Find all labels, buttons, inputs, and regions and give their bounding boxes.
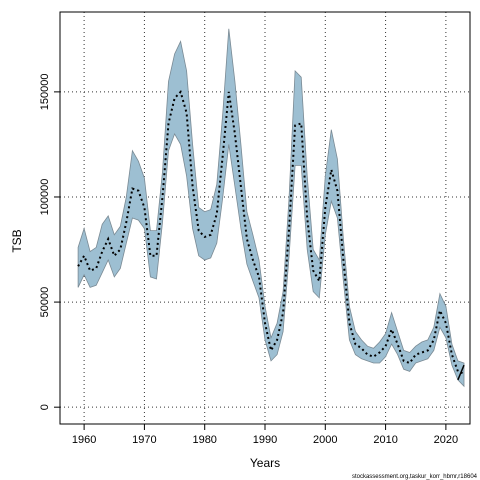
- x-tick-label: 2020: [434, 434, 458, 446]
- x-tick-label: 1980: [192, 434, 216, 446]
- x-tick-label: 2000: [313, 434, 337, 446]
- y-tick-label: 150000: [39, 74, 51, 111]
- x-axis-title: Years: [250, 456, 280, 470]
- source-footnote: stockassessment.org,taskur_korr_hbmr,r18…: [352, 474, 478, 480]
- x-tick-label: 1990: [253, 434, 277, 446]
- y-axis-title: TSB: [10, 229, 24, 252]
- y-tick-label: 100000: [39, 179, 51, 216]
- x-tick-label: 1960: [72, 434, 96, 446]
- recent-trend-line: [457, 364, 465, 381]
- confidence-band-layer: [77, 28, 465, 388]
- x-tick-label: 1970: [132, 434, 156, 446]
- confidence-band: [77, 28, 465, 388]
- y-tick-label: 0: [39, 404, 51, 410]
- y-tick-label: 50000: [39, 287, 51, 318]
- estimate-line-layer: [77, 89, 465, 381]
- grid-lines: [60, 12, 470, 424]
- y-axis-ticks: 0 50000 100000 150000: [39, 74, 60, 410]
- estimate-line: [77, 89, 465, 375]
- x-axis-ticks: 1960 1970 1980 1990 2000 2010 2020: [72, 424, 458, 446]
- x-tick-label: 2010: [373, 434, 397, 446]
